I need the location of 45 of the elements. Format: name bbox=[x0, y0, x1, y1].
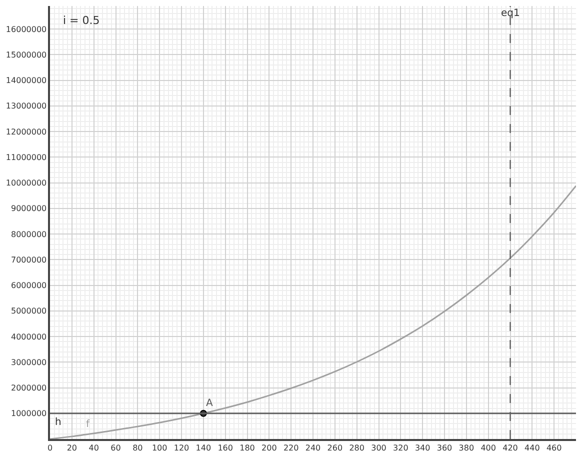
x-tick-label: 0 bbox=[47, 443, 53, 452]
y-tick-label: 5000000 bbox=[11, 306, 47, 316]
series-label: f bbox=[86, 419, 90, 430]
y-tick-label: 2000000 bbox=[11, 384, 47, 393]
x-tick-label: 220 bbox=[283, 443, 299, 452]
ref-line-label: h bbox=[55, 417, 62, 428]
y-tick-label: 14000000 bbox=[6, 76, 47, 86]
x-tick-label: 60 bbox=[110, 443, 121, 452]
y-tick-label: 12000000 bbox=[6, 127, 47, 136]
y-tick-label: 11000000 bbox=[6, 152, 47, 162]
x-tick-label: 260 bbox=[327, 443, 343, 452]
y-tick-label: 4000000 bbox=[11, 332, 47, 342]
x-tick-label: 40 bbox=[88, 443, 99, 452]
y-tick-label: 16000000 bbox=[6, 24, 47, 34]
x-tick-label: 300 bbox=[371, 443, 386, 452]
y-tick-label: 10000000 bbox=[6, 178, 47, 188]
ref-line-label: eq1 bbox=[501, 8, 520, 19]
x-tick-label: 280 bbox=[349, 443, 364, 452]
x-tick-label: 80 bbox=[132, 443, 143, 452]
x-tick-label: 380 bbox=[458, 443, 474, 452]
x-tick-label: 140 bbox=[196, 443, 212, 452]
x-tick-label: 320 bbox=[393, 443, 408, 452]
x-tick-label: 100 bbox=[152, 443, 168, 452]
y-tick-label: 1000000 bbox=[11, 409, 47, 418]
x-tick-label: 400 bbox=[480, 443, 496, 452]
x-tick-label: 420 bbox=[502, 443, 518, 452]
y-tick-label: 6000000 bbox=[11, 281, 47, 290]
series-label: A bbox=[206, 398, 213, 409]
y-tick-label: 3000000 bbox=[11, 358, 47, 367]
x-tick-label: 460 bbox=[546, 443, 562, 452]
y-tick-label: 7000000 bbox=[11, 255, 47, 264]
x-tick-label: 120 bbox=[174, 443, 190, 452]
x-tick-label: 180 bbox=[240, 443, 255, 452]
x-tick-label: 200 bbox=[262, 443, 277, 452]
x-tick-label: 340 bbox=[414, 443, 430, 452]
annotation: i = 0.5 bbox=[63, 14, 100, 27]
x-tick-label: 360 bbox=[436, 443, 452, 452]
x-tick-label: 240 bbox=[305, 443, 321, 452]
x-tick-label: 440 bbox=[524, 443, 540, 452]
y-tick-label: 15000000 bbox=[6, 50, 47, 60]
x-tick-label: 160 bbox=[218, 443, 233, 452]
y-tick-label: 9000000 bbox=[11, 204, 47, 214]
x-tick-label: 20 bbox=[66, 443, 78, 452]
y-tick-label: 13000000 bbox=[6, 102, 47, 111]
y-tick-label: 8000000 bbox=[11, 230, 47, 239]
